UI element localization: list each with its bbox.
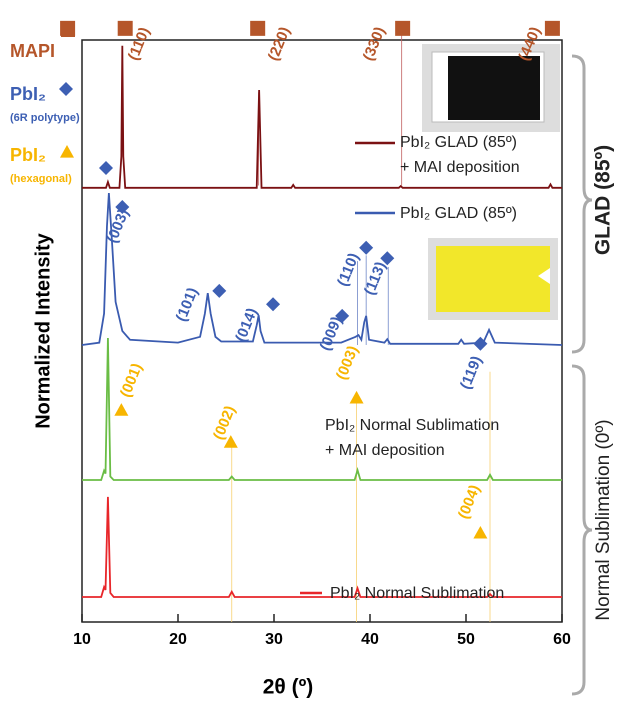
x-tick-label: 60 bbox=[553, 631, 571, 648]
marker bbox=[359, 240, 374, 255]
marker bbox=[117, 20, 133, 36]
group-label: GLAD (85º) bbox=[592, 145, 615, 255]
marker bbox=[473, 336, 488, 351]
peak-label: (113) bbox=[361, 259, 390, 297]
series-line bbox=[82, 337, 562, 481]
peak-label: (110) bbox=[334, 251, 363, 289]
legend-label: PbI₂ Normal Sublimation bbox=[330, 585, 505, 602]
marker-legend-label: PbI₂ bbox=[10, 84, 46, 104]
marker bbox=[60, 145, 74, 158]
plot-frame bbox=[81, 39, 563, 623]
legend-label: PbI₂ Normal Sublimation + MAI deposition bbox=[325, 417, 500, 459]
brace bbox=[571, 364, 593, 696]
y-axis-label: Normalized Intensity bbox=[32, 232, 54, 428]
group-label: Normal Sublimation (0º) bbox=[593, 419, 614, 620]
marker bbox=[380, 251, 395, 266]
marker bbox=[544, 20, 560, 36]
marker bbox=[61, 23, 75, 37]
peak-label: (009) bbox=[317, 314, 346, 353]
peak-label: (003) bbox=[333, 343, 362, 382]
marker bbox=[223, 435, 238, 448]
x-tick-label: 30 bbox=[265, 631, 283, 648]
marker bbox=[250, 20, 266, 36]
brace bbox=[571, 54, 593, 354]
x-axis-label: 2θ (º) bbox=[263, 676, 314, 699]
series-line bbox=[82, 45, 562, 189]
peak-label: (002) bbox=[210, 403, 239, 442]
x-tick-label: 10 bbox=[73, 631, 91, 648]
marker bbox=[212, 283, 227, 298]
marker bbox=[59, 82, 73, 96]
marker-legend-label: PbI₂ bbox=[10, 145, 46, 165]
x-tick-label: 40 bbox=[361, 631, 379, 648]
peak-label: (001) bbox=[117, 361, 146, 400]
x-tick-label: 20 bbox=[169, 631, 187, 648]
photo-yellow bbox=[428, 238, 558, 320]
marker-legend-label: MAPI bbox=[10, 41, 55, 61]
x-tick-label: 50 bbox=[457, 631, 475, 648]
legend-label: PbI₂ GLAD (85º) bbox=[400, 205, 517, 222]
marker bbox=[99, 161, 113, 176]
peak-label: (004) bbox=[455, 482, 484, 521]
photo-black bbox=[422, 44, 560, 132]
marker bbox=[115, 200, 130, 215]
peak-label: (119) bbox=[457, 354, 486, 392]
marker bbox=[266, 297, 281, 312]
series-line bbox=[82, 496, 562, 598]
peak-label: (330) bbox=[360, 24, 389, 63]
series-line bbox=[81, 193, 563, 346]
marker-legend-sublabel: (hexagonal) bbox=[10, 173, 72, 185]
legend-label: PbI₂ GLAD (85º) + MAI deposition bbox=[400, 134, 520, 176]
peak-label: (101) bbox=[173, 285, 202, 324]
marker bbox=[114, 403, 129, 416]
marker bbox=[473, 525, 488, 539]
marker bbox=[349, 390, 364, 404]
marker bbox=[335, 308, 350, 323]
marker bbox=[395, 20, 411, 36]
peak-label: (220) bbox=[265, 24, 294, 63]
marker-legend-sublabel: (6R polytype) bbox=[10, 112, 80, 124]
